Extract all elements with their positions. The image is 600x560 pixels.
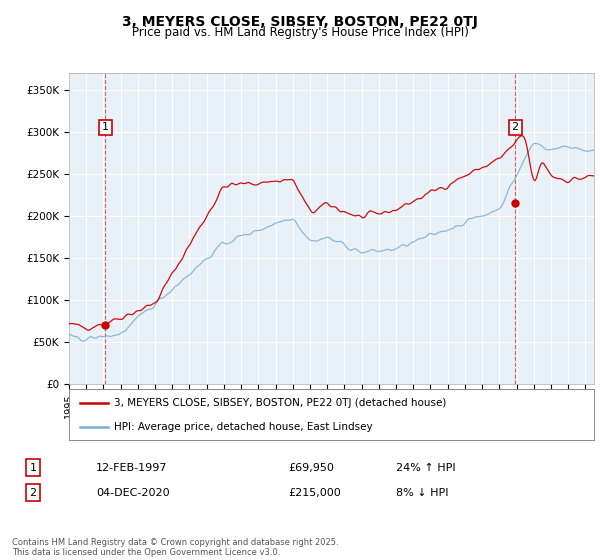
Text: 24% ↑ HPI: 24% ↑ HPI <box>396 463 455 473</box>
Text: 1: 1 <box>102 123 109 132</box>
Text: 12-FEB-1997: 12-FEB-1997 <box>96 463 167 473</box>
Text: 3, MEYERS CLOSE, SIBSEY, BOSTON, PE22 0TJ (detached house): 3, MEYERS CLOSE, SIBSEY, BOSTON, PE22 0T… <box>113 398 446 408</box>
Text: 3, MEYERS CLOSE, SIBSEY, BOSTON, PE22 0TJ: 3, MEYERS CLOSE, SIBSEY, BOSTON, PE22 0T… <box>122 15 478 29</box>
Text: 2: 2 <box>29 488 37 498</box>
Text: Price paid vs. HM Land Registry's House Price Index (HPI): Price paid vs. HM Land Registry's House … <box>131 26 469 39</box>
Text: 8% ↓ HPI: 8% ↓ HPI <box>396 488 449 498</box>
Text: 2: 2 <box>512 123 519 132</box>
Text: 1: 1 <box>29 463 37 473</box>
Text: £69,950: £69,950 <box>288 463 334 473</box>
Text: Contains HM Land Registry data © Crown copyright and database right 2025.
This d: Contains HM Land Registry data © Crown c… <box>12 538 338 557</box>
Text: £215,000: £215,000 <box>288 488 341 498</box>
Text: HPI: Average price, detached house, East Lindsey: HPI: Average price, detached house, East… <box>113 422 372 432</box>
Text: 04-DEC-2020: 04-DEC-2020 <box>96 488 170 498</box>
